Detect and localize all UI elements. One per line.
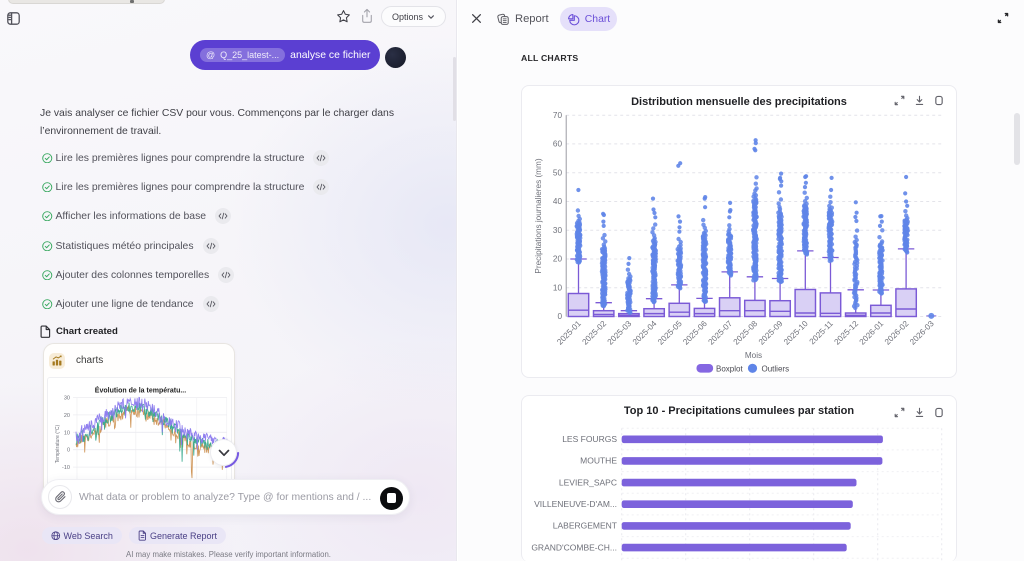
svg-text:2025-07: 2025-07 — [706, 319, 734, 347]
svg-text:70: 70 — [553, 111, 563, 120]
svg-text:10: 10 — [553, 283, 563, 292]
svg-text:LEVIER_SAPC: LEVIER_SAPC — [559, 477, 617, 487]
svg-text:2025-01: 2025-01 — [555, 319, 583, 347]
svg-text:2025-08: 2025-08 — [732, 319, 760, 347]
svg-text:2026-01: 2026-01 — [858, 319, 886, 347]
svg-text:20: 20 — [553, 255, 563, 264]
svg-text:0: 0 — [67, 448, 70, 454]
svg-text:2025-03: 2025-03 — [606, 319, 634, 347]
svg-text:50: 50 — [553, 168, 563, 177]
svg-text:2026-02: 2026-02 — [883, 319, 911, 347]
svg-text:-10: -10 — [62, 465, 70, 471]
svg-text:2025-04: 2025-04 — [631, 319, 659, 347]
svg-text:2026-03: 2026-03 — [908, 319, 936, 347]
svg-text:30: 30 — [64, 396, 70, 402]
svg-text:20: 20 — [64, 413, 70, 419]
svg-text:2025-11: 2025-11 — [808, 319, 835, 346]
svg-text:Température (°C): Température (°C) — [55, 424, 61, 463]
svg-text:40: 40 — [553, 197, 563, 206]
svg-text:10: 10 — [64, 430, 70, 436]
svg-text:30: 30 — [553, 226, 563, 235]
svg-text:2025-06: 2025-06 — [681, 319, 709, 347]
svg-text:GRAND'COMBE-CH...: GRAND'COMBE-CH... — [531, 542, 617, 552]
svg-text:Outliers: Outliers — [762, 365, 790, 374]
svg-text:2025-10: 2025-10 — [782, 319, 810, 347]
svg-text:MOUTHE: MOUTHE — [580, 456, 617, 466]
svg-text:LES FOURGS: LES FOURGS — [562, 434, 617, 444]
svg-text:LABERGEMENT: LABERGEMENT — [553, 521, 617, 531]
svg-text:0: 0 — [557, 312, 562, 321]
svg-text:Precipitations journalieres (m: Precipitations journalieres (mm) — [534, 158, 543, 273]
svg-text:Boxplot: Boxplot — [716, 365, 743, 374]
svg-text:Mois: Mois — [745, 351, 762, 360]
svg-text:60: 60 — [553, 140, 563, 149]
svg-text:2025-05: 2025-05 — [656, 319, 684, 347]
svg-text:VILLENEUVE-D'AM...: VILLENEUVE-D'AM... — [534, 499, 617, 509]
svg-text:Évolution de la températu...: Évolution de la températu... — [95, 386, 186, 395]
svg-text:2025-09: 2025-09 — [757, 319, 785, 347]
svg-text:2025-02: 2025-02 — [580, 319, 608, 347]
svg-text:2025-12: 2025-12 — [832, 319, 860, 347]
